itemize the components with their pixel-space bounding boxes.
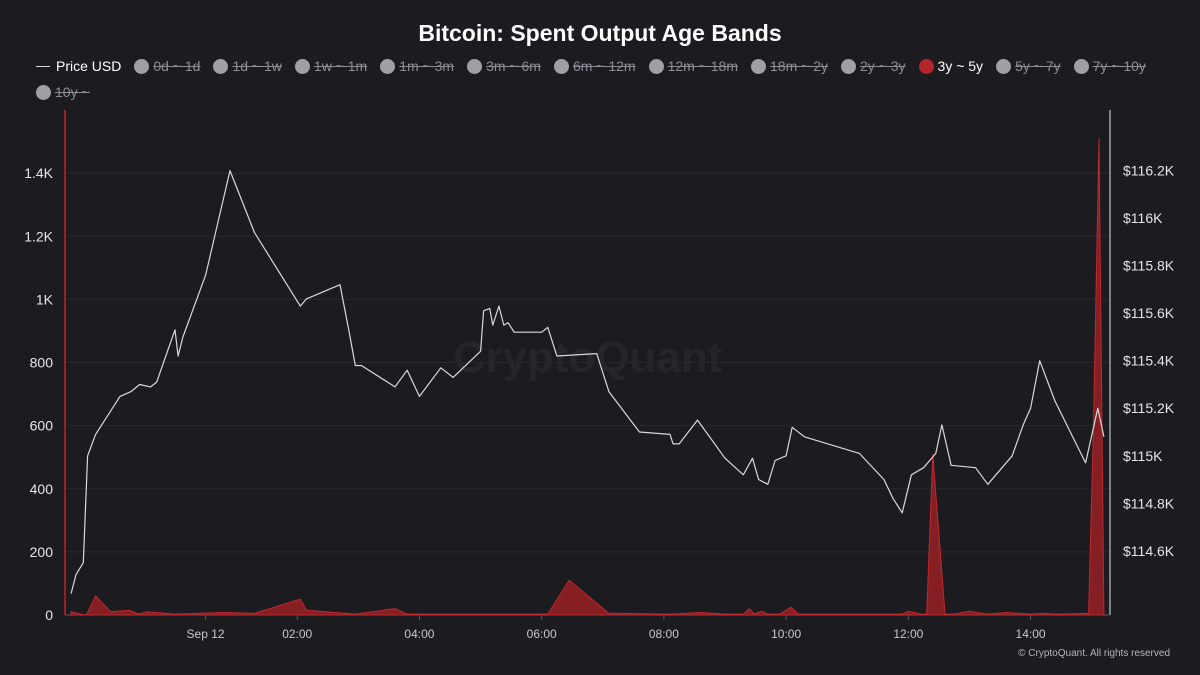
legend-dot-marker (751, 58, 767, 74)
y-left-tick-label: 1.4K (24, 165, 53, 181)
legend-label: 3m ~ 6m (486, 58, 541, 74)
y-left-tick-label: 800 (30, 355, 54, 371)
legend-dot-marker (134, 58, 150, 74)
legend-item-10y[interactable]: 10y ~ (36, 82, 90, 102)
legend-label: 6m ~ 12m (572, 58, 636, 74)
x-tick-label: Sep 12 (187, 627, 225, 641)
legend-item-1w-1m[interactable]: 1w ~ 1m (294, 56, 368, 76)
legend-item-2y-3y[interactable]: 2y ~ 3y (841, 56, 906, 76)
series-price-usd-line (70, 170, 1105, 594)
series-3y-5y-area (70, 138, 1105, 616)
copyright-notice: © CryptoQuant. All rights reserved (1018, 648, 1170, 659)
legend-label: 12m ~ 18m (667, 58, 739, 74)
x-tick-label: 04:00 (404, 627, 434, 641)
legend-dot-marker (467, 58, 483, 74)
legend-label: Price USD (56, 58, 122, 74)
legend-item-1m-3m[interactable]: 1m ~ 3m (380, 56, 454, 76)
legend-label: 1m ~ 3m (399, 58, 455, 74)
x-tick-label: 02:00 (282, 627, 312, 641)
watermark: CryptoQuant (454, 333, 723, 382)
y-right-tick-label: $114.8K (1123, 495, 1175, 511)
y-right-tick-label: $114.6K (1123, 543, 1175, 559)
legend-item-18m-2y[interactable]: 18m ~ 2y (751, 56, 828, 76)
legend-label: 1w ~ 1m (313, 58, 368, 74)
legend-dot-marker (380, 58, 396, 74)
y-right-tick-label: $115.4K (1123, 353, 1175, 369)
legend-label: 2y ~ 3y (860, 58, 906, 74)
y-left-tick-label: 1K (36, 291, 54, 307)
legend-item-0d-1d[interactable]: 0d ~ 1d (134, 56, 200, 76)
y-left-tick-label: 200 (30, 544, 54, 560)
legend-item-6m-12m[interactable]: 6m ~ 12m (553, 56, 636, 76)
legend-item-3m-6m[interactable]: 3m ~ 6m (467, 56, 541, 76)
legend-item-price-usd[interactable]: Price USD (36, 56, 121, 76)
legend-dot-marker (996, 58, 1012, 74)
legend-dot-marker (841, 58, 856, 74)
y-left-tick-label: 600 (30, 418, 54, 434)
legend-item-1d-1w[interactable]: 1d ~ 1w (213, 56, 282, 76)
legend-dot-marker (36, 84, 51, 100)
legend-item-7y-10y[interactable]: 7y ~ 10y (1073, 56, 1146, 76)
legend-dot-marker (918, 58, 934, 74)
legend-label: 18m ~ 2y (770, 58, 828, 74)
legend-dot-marker (648, 58, 664, 74)
y-left-tick-label: 1.2K (24, 228, 53, 244)
y-right-tick-label: $115K (1123, 448, 1163, 464)
legend-dot-marker (213, 58, 229, 74)
x-tick-label: 06:00 (527, 627, 557, 641)
x-tick-label: 12:00 (893, 627, 923, 641)
y-right-tick-label: $115.6K (1123, 305, 1175, 321)
legend-item-5y-7y[interactable]: 5y ~ 7y (996, 56, 1061, 76)
x-tick-label: 14:00 (1016, 627, 1046, 641)
legend: Price USD 0d ~ 1d 1d ~ 1w 1w ~ 1m 1m ~ 3m 3m … (36, 56, 1186, 102)
y-right-tick-label: $116.2K (1123, 163, 1175, 179)
legend-item-3y-5y[interactable]: 3y ~ 5y (918, 56, 984, 76)
legend-label: 7y ~ 10y (1092, 58, 1146, 74)
legend-label: 3y ~ 5y (937, 58, 984, 74)
legend-label: 0d ~ 1d (153, 58, 201, 74)
y-right-tick-label: $115.8K (1123, 258, 1175, 274)
x-tick-label: 10:00 (771, 627, 801, 641)
legend-label: 1d ~ 1w (232, 58, 282, 74)
legend-dot-marker (1073, 58, 1089, 74)
legend-label: 10y ~ (55, 84, 90, 100)
y-right-tick-label: $115.2K (1123, 400, 1175, 416)
chart-title: Bitcoin: Spent Output Age Bands (418, 20, 782, 46)
x-tick-label: 08:00 (649, 627, 679, 641)
legend-line-marker (36, 65, 50, 67)
legend-dot-marker (294, 58, 310, 74)
legend-dot-marker (553, 58, 569, 74)
y-left-tick-label: 0 (45, 607, 53, 623)
legend-label: 5y ~ 7y (1015, 58, 1061, 74)
y-left-tick-label: 400 (30, 481, 54, 497)
legend-item-12m-18m[interactable]: 12m ~ 18m (648, 56, 739, 76)
y-right-tick-label: $116K (1123, 210, 1163, 226)
